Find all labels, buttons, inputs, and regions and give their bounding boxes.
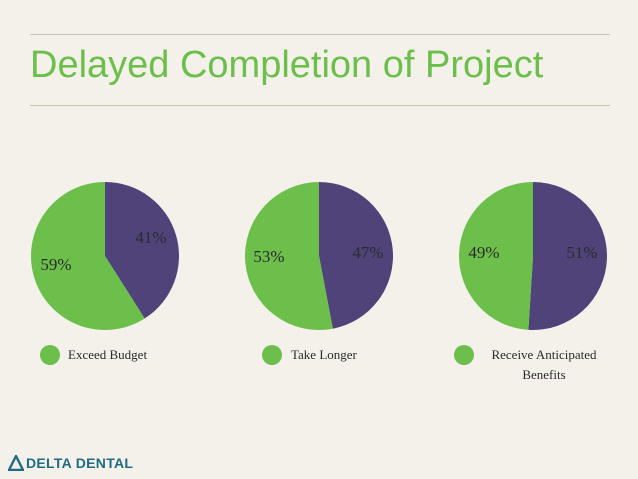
legend-swatch — [262, 345, 282, 365]
slice-label: 53% — [253, 247, 284, 266]
legend-label: Receive Anticipated Benefits — [491, 347, 597, 382]
legend-swatch — [40, 345, 60, 365]
legend-swatch — [454, 345, 474, 365]
slice-label: 41% — [135, 228, 166, 247]
delta-triangle-icon — [8, 455, 24, 471]
pie-slice — [528, 182, 608, 331]
pie-chart-2: 47% 53% — [245, 182, 394, 330]
pie-slice — [105, 182, 179, 319]
pie-slice — [245, 182, 333, 330]
slice-label: 47% — [352, 243, 383, 262]
pie-slice — [30, 182, 145, 330]
slice-label: 49% — [468, 243, 499, 262]
title-rule-top — [30, 34, 610, 35]
pie-chart-3: 51% 49% — [459, 182, 608, 331]
page-title: Delayed Completion of Project — [30, 44, 544, 86]
legend-label: Exceed Budget — [68, 347, 148, 362]
slice-label: 59% — [40, 255, 71, 274]
legend-label: Take Longer — [291, 347, 357, 362]
slice-label: 51% — [566, 243, 597, 262]
pie-slice — [319, 182, 394, 329]
pie-chart-1: 41% 59% — [30, 182, 179, 330]
title-rule-bottom — [30, 105, 610, 106]
pie-slice — [459, 182, 533, 330]
logo-text: DELTA DENTAL — [26, 455, 134, 471]
